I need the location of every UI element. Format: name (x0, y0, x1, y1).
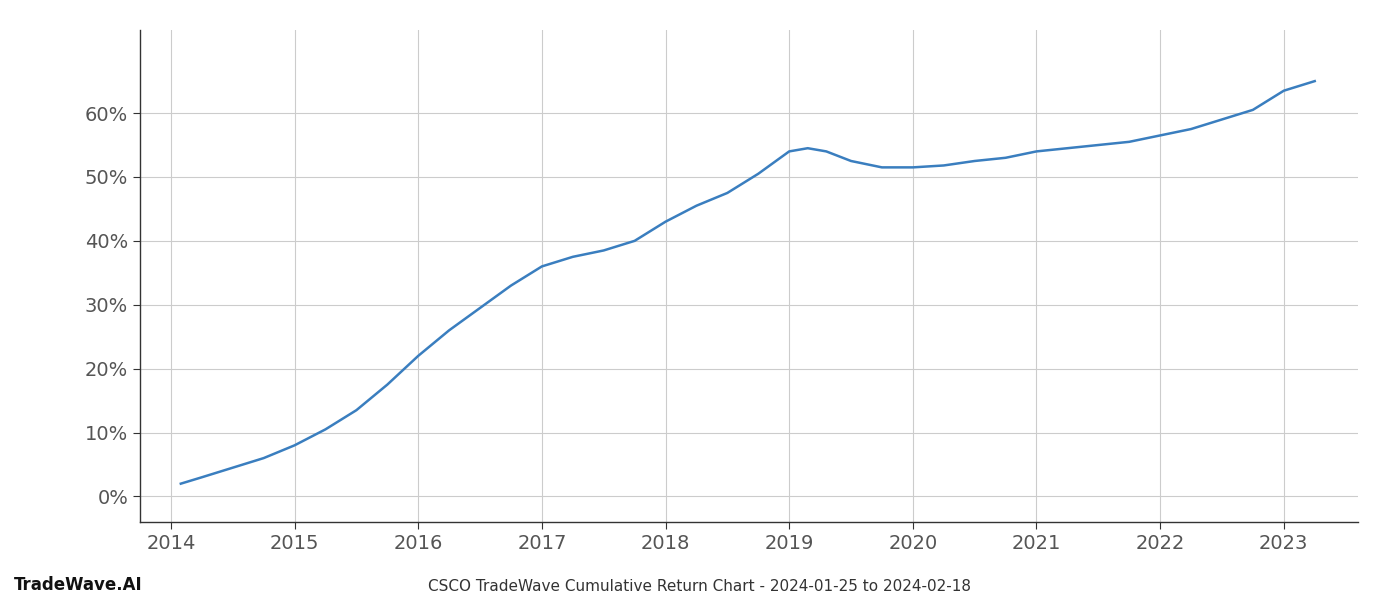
Text: TradeWave.AI: TradeWave.AI (14, 576, 143, 594)
Text: CSCO TradeWave Cumulative Return Chart - 2024-01-25 to 2024-02-18: CSCO TradeWave Cumulative Return Chart -… (428, 579, 972, 594)
